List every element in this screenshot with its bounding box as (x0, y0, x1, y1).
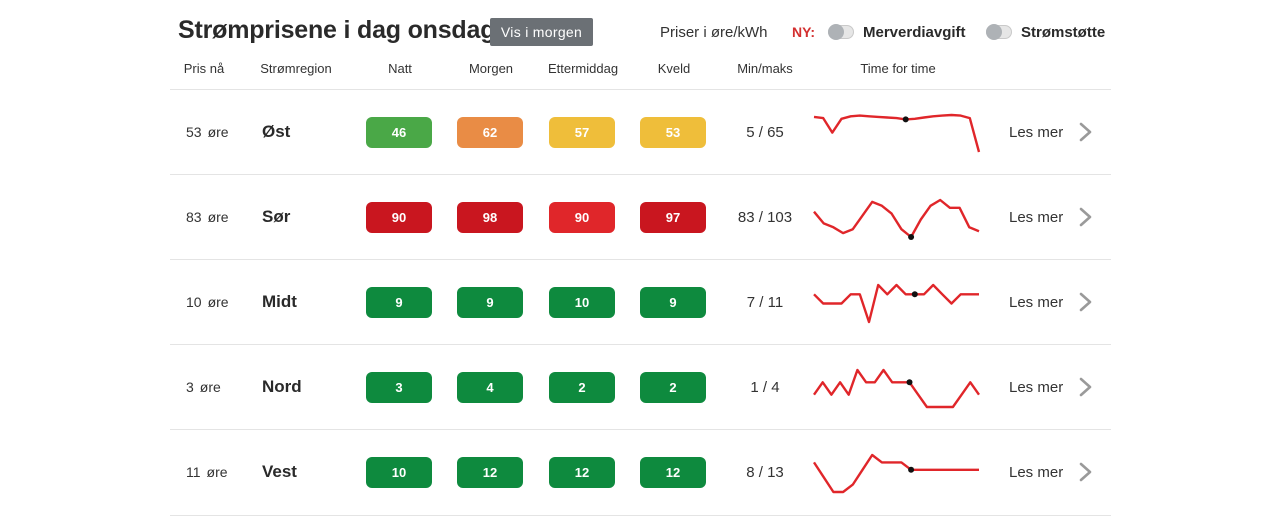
read-more-link[interactable]: Les mer (1009, 294, 1064, 311)
price-badge-afternoon: 2 (549, 372, 615, 403)
price-now-value: 11 (186, 464, 201, 480)
price-badge-afternoon: 57 (549, 117, 615, 148)
price-now-value: 83 (186, 209, 202, 225)
price-now-unit: øre (207, 294, 229, 310)
col-header-minmax: Min/maks (737, 61, 793, 76)
new-badge: NY: (792, 24, 816, 40)
chevron-right-icon[interactable] (1078, 460, 1094, 484)
current-hour-marker (911, 291, 918, 298)
region-name: Øst (262, 122, 291, 141)
price-now: 10 øre (186, 294, 229, 310)
subsidy-toggle[interactable] (986, 24, 1012, 40)
hourly-sparkline (813, 368, 980, 409)
min-max-value: 83 / 103 (737, 209, 793, 226)
price-badge-morning: 4 (457, 372, 523, 403)
price-badge-morning: 62 (457, 117, 523, 148)
sparkline-line (813, 283, 979, 324)
read-more-link[interactable]: Les mer (1009, 379, 1064, 396)
price-badge-evening: 53 (640, 117, 706, 148)
hourly-sparkline (813, 113, 981, 153)
price-badge-morning: 9 (457, 287, 523, 318)
price-badge-night: 9 (366, 287, 432, 318)
region-name: Sør (262, 207, 291, 226)
price-badge-afternoon: 10 (549, 287, 615, 318)
col-header-price-now: Pris nå (183, 61, 225, 76)
col-header-morning: Morgen (468, 61, 514, 76)
col-header-evening: Kveld (657, 61, 691, 76)
toggle-knob (828, 24, 844, 40)
hourly-sparkline (813, 198, 980, 240)
sparkline-line (813, 368, 980, 409)
price-now: 11 øre (186, 464, 228, 480)
price-badge-evening: 97 (640, 202, 706, 233)
hourly-sparkline (813, 283, 979, 324)
current-hour-marker (906, 379, 913, 386)
hourly-sparkline (812, 453, 979, 494)
price-badge-night: 90 (366, 202, 432, 233)
price-badge-evening: 2 (640, 372, 706, 403)
region-name: Midt (262, 292, 297, 311)
unit-label: Priser i øre/kWh (660, 24, 768, 41)
read-more-link[interactable]: Les mer (1009, 209, 1064, 226)
price-now-unit: øre (207, 209, 229, 225)
price-badge-morning: 98 (457, 202, 523, 233)
sparkline-line (813, 113, 981, 153)
price-now-unit: øre (207, 124, 229, 140)
table-row: 53 øre Øst 46 62 57 53 5 / 65 Les mer (170, 89, 1111, 175)
price-badge-morning: 12 (457, 457, 523, 488)
price-now: 83 øre (186, 209, 229, 225)
chevron-right-icon[interactable] (1078, 290, 1094, 314)
chevron-right-icon[interactable] (1078, 205, 1094, 229)
price-now-unit: øre (206, 464, 228, 480)
price-badge-night: 46 (366, 117, 432, 148)
table-row: 3 øre Nord 3 4 2 2 1 / 4 Les mer (170, 344, 1111, 430)
price-now: 3 øre (186, 379, 221, 395)
price-badge-night: 10 (366, 457, 432, 488)
toggle-knob (986, 24, 1002, 40)
vat-toggle[interactable] (828, 24, 854, 40)
price-badge-afternoon: 12 (549, 457, 615, 488)
price-now-value: 3 (186, 379, 194, 395)
header: Strømprisene i dag onsdag Vis i morgen P… (178, 14, 1108, 50)
table-row: 11 øre Vest 10 12 12 12 8 / 13 Les mer (170, 429, 1111, 516)
vat-toggle-label: Merverdiavgift (863, 24, 966, 41)
price-badge-night: 3 (366, 372, 432, 403)
subsidy-toggle-label: Strømstøtte (1021, 24, 1106, 41)
min-max-value: 5 / 65 (746, 124, 784, 141)
chevron-right-icon[interactable] (1078, 375, 1094, 399)
col-header-afternoon: Ettermiddag (547, 61, 619, 76)
col-header-hourly: Time for time (860, 61, 936, 76)
price-now-unit: øre (199, 379, 221, 395)
price-now-value: 10 (186, 294, 202, 310)
region-name: Nord (262, 377, 302, 396)
price-badge-afternoon: 90 (549, 202, 615, 233)
price-now: 53 øre (186, 124, 229, 140)
current-hour-marker (908, 466, 915, 473)
price-badge-evening: 12 (640, 457, 706, 488)
sparkline-line (813, 198, 980, 239)
read-more-link[interactable]: Les mer (1009, 124, 1064, 141)
current-hour-marker (908, 234, 915, 240)
show-tomorrow-button[interactable]: Vis i morgen (490, 18, 593, 46)
table-row: 83 øre Sør 90 98 90 97 83 / 103 Les mer (170, 174, 1111, 260)
price-badge-evening: 9 (640, 287, 706, 318)
chevron-right-icon[interactable] (1078, 120, 1094, 144)
min-max-value: 8 / 13 (746, 464, 784, 481)
col-header-night: Natt (388, 61, 412, 76)
page-title: Strømprisene i dag onsdag (178, 16, 496, 44)
sparkline-line (812, 453, 979, 494)
min-max-value: 1 / 4 (750, 379, 780, 396)
table-row: 10 øre Midt 9 9 10 9 7 / 11 Les mer (170, 259, 1111, 345)
current-hour-marker (902, 116, 909, 123)
region-name: Vest (262, 462, 297, 481)
col-header-region: Strømregion (260, 61, 332, 76)
read-more-link[interactable]: Les mer (1009, 464, 1064, 481)
price-now-value: 53 (186, 124, 202, 140)
min-max-value: 7 / 11 (746, 294, 784, 311)
